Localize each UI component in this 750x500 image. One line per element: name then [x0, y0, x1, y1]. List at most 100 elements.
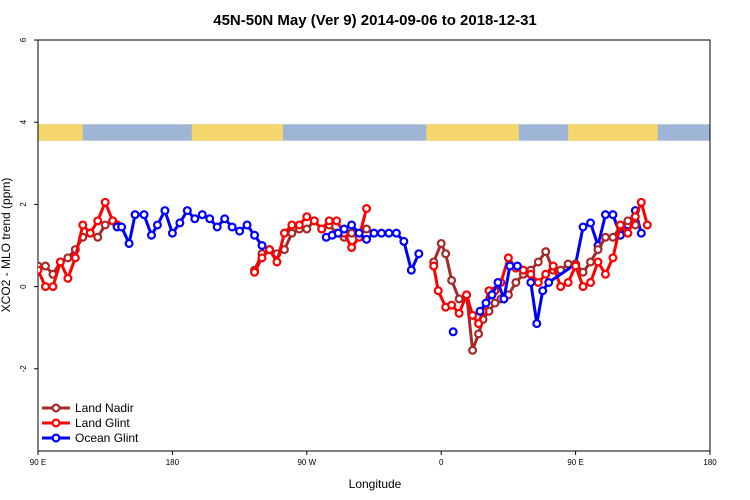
ocean-glint-point	[362, 234, 372, 244]
land-glint-point	[454, 308, 464, 318]
land-glint-point	[563, 277, 573, 287]
land-glint-point	[100, 197, 110, 207]
ocean-glint-point	[448, 327, 458, 337]
land-glint-point	[433, 286, 443, 296]
data-layer	[38, 197, 652, 355]
land-nadir-point	[511, 277, 521, 287]
ocean-glint-point	[117, 222, 127, 232]
ocean-glint-point	[160, 206, 170, 216]
land-region	[568, 124, 658, 141]
land-nadir-point	[541, 247, 551, 257]
land-nadir-point	[533, 257, 543, 267]
legend-marker	[51, 403, 61, 413]
ocean-glint-point	[487, 290, 497, 300]
land-glint-point	[578, 282, 588, 292]
ocean-glint-point	[339, 224, 349, 234]
ocean-glint-point	[152, 220, 162, 230]
land-glint-point	[272, 257, 282, 267]
land-glint-point	[462, 290, 472, 300]
land-glint-point	[287, 220, 297, 230]
land-glint-point	[48, 282, 58, 292]
land-nadir-point	[586, 257, 596, 267]
land-glint-point	[332, 216, 342, 226]
ocean-glint-point	[586, 218, 596, 228]
legend-label: Land Nadir	[75, 401, 134, 415]
ocean-glint-point	[538, 286, 548, 296]
land-nadir-point	[63, 253, 73, 263]
land-region	[426, 124, 519, 141]
land-region	[38, 124, 83, 141]
x-tick-label: 90 W	[297, 458, 316, 467]
ocean-glint-point	[481, 298, 491, 308]
land-nadir-point	[600, 232, 610, 242]
ocean-glint-point	[512, 261, 522, 271]
ocean-glint-point	[406, 265, 416, 275]
ocean-glint-point	[124, 238, 134, 248]
land-glint-point	[526, 269, 536, 279]
ocean-glint-point	[250, 230, 260, 240]
land-glint-point	[586, 277, 596, 287]
x-tick-label: 0	[439, 458, 444, 467]
land-glint-point	[38, 265, 43, 275]
ocean-glint-point	[347, 220, 357, 230]
ocean-glint-point	[578, 222, 588, 232]
legend-label: Ocean Glint	[75, 431, 139, 445]
ocean-glint-point	[354, 228, 364, 238]
land-glint-point	[642, 220, 652, 230]
land-nadir-point	[578, 267, 588, 277]
land-glint-point	[317, 224, 327, 234]
ocean-glint-point	[197, 210, 207, 220]
land-glint-point	[40, 282, 50, 292]
legend-label: Land Glint	[75, 416, 130, 430]
land-nadir-point	[40, 261, 50, 271]
land-glint-point	[63, 273, 73, 283]
ocean-glint-point	[391, 228, 401, 238]
plot-frame	[37, 39, 711, 452]
ocean-glint-point	[190, 214, 200, 224]
land-region	[191, 124, 283, 141]
ocean-glint-point	[544, 277, 554, 287]
land-nadir-point	[474, 329, 484, 339]
land-glint-point	[533, 277, 543, 287]
y-axis-label: XCO2 - MLO trend (ppm)	[0, 178, 13, 313]
land-nadir-point	[302, 224, 312, 234]
land-nadir-point	[447, 275, 457, 285]
ocean-glint-point	[139, 210, 149, 220]
ocean-glint-point	[220, 214, 230, 224]
land-glint-point	[264, 245, 274, 255]
land-glint-point	[257, 253, 267, 263]
land-nadir-point	[468, 345, 478, 355]
ocean-glint-point	[399, 236, 409, 246]
land-glint-point	[503, 253, 513, 263]
ocean-glint-point	[414, 249, 424, 259]
land-glint-point	[474, 319, 484, 329]
land-glint-point	[518, 265, 528, 275]
ocean-glint-point	[227, 222, 237, 232]
land-nadir-point	[623, 216, 633, 226]
land-nadir-point	[100, 220, 110, 230]
ocean-glint-point	[499, 294, 509, 304]
x-tick-label: 90 E	[567, 458, 583, 467]
land-glint-point	[294, 220, 304, 230]
ocean-glint-point	[212, 222, 222, 232]
land-glint-point	[615, 220, 625, 230]
x-tick-label: 180	[703, 458, 717, 467]
ocean-glint-point	[493, 277, 503, 287]
ocean-glint-point	[475, 306, 485, 316]
ocean-glint-point	[182, 206, 192, 216]
land-glint-point	[93, 216, 103, 226]
x-tick-label: 90 E	[30, 458, 46, 467]
y-tick-label: 0	[19, 284, 28, 289]
y-tick-label: 6	[19, 37, 28, 42]
land-nadir-point	[362, 224, 372, 234]
land-glint-point	[593, 257, 603, 267]
ocean-glint-point	[532, 319, 542, 329]
ocean-glint-point	[242, 220, 252, 230]
land-glint-point	[600, 269, 610, 279]
land-nadir-point	[436, 238, 446, 248]
legend-marker	[51, 418, 61, 428]
land-glint-point	[324, 216, 334, 226]
land-glint-point	[548, 261, 558, 271]
ocean-glint-point	[376, 228, 386, 238]
